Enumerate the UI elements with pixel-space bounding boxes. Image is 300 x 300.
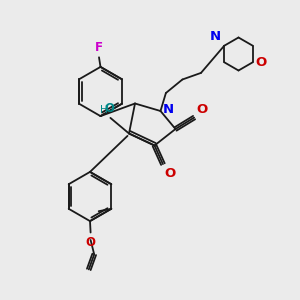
Text: N: N	[163, 103, 174, 116]
Text: H: H	[100, 105, 108, 115]
Text: O: O	[164, 167, 176, 180]
Text: O: O	[196, 103, 207, 116]
Text: O: O	[85, 236, 96, 249]
Text: F: F	[95, 41, 103, 54]
Text: N: N	[209, 30, 220, 43]
Text: O: O	[256, 56, 267, 69]
Text: O: O	[104, 102, 114, 115]
